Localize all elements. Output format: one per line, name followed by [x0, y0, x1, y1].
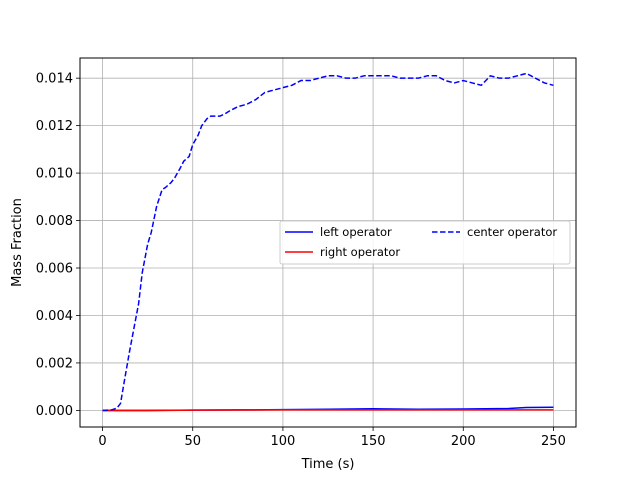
- y-tick-label: 0.008: [36, 214, 73, 229]
- y-tick-label: 0.012: [36, 119, 73, 134]
- y-tick-label: 0.006: [36, 262, 73, 277]
- y-axis-ticks: 0.000 0.002 0.004 0.006 0.008 0.010 0.012 0.014: [36, 72, 80, 419]
- x-tick-label: 100: [270, 434, 295, 449]
- legend-label: right operator: [320, 245, 400, 259]
- y-axis-label: Mass Fraction: [10, 198, 25, 287]
- x-axis-label: Time (s): [301, 457, 355, 472]
- y-tick-label: 0.004: [36, 309, 73, 324]
- series-line-center-operator: [102, 72, 554, 412]
- legend: left operator right operator center operat…: [279, 220, 571, 265]
- plot-area-frame: [79, 57, 577, 428]
- x-tick-label: 50: [184, 434, 201, 449]
- y-tick-label: 0.002: [36, 356, 73, 371]
- legend-box: [279, 220, 571, 265]
- y-tick-label: 0.014: [36, 72, 73, 87]
- x-tick-label: 0: [98, 434, 106, 449]
- legend-label: center operator: [467, 225, 557, 239]
- x-tick-label: 150: [361, 434, 386, 449]
- x-axis-ticks: 0 50 100 150 200 250: [98, 427, 566, 449]
- x-tick-label: 200: [451, 434, 476, 449]
- legend-label: left operator: [320, 225, 392, 239]
- y-tick-label: 0.010: [36, 167, 73, 182]
- series-layer: [102, 72, 554, 412]
- y-tick-label: 0.000: [36, 404, 73, 419]
- x-tick-label: 250: [541, 434, 566, 449]
- series-line-right-operator: [102, 409, 554, 412]
